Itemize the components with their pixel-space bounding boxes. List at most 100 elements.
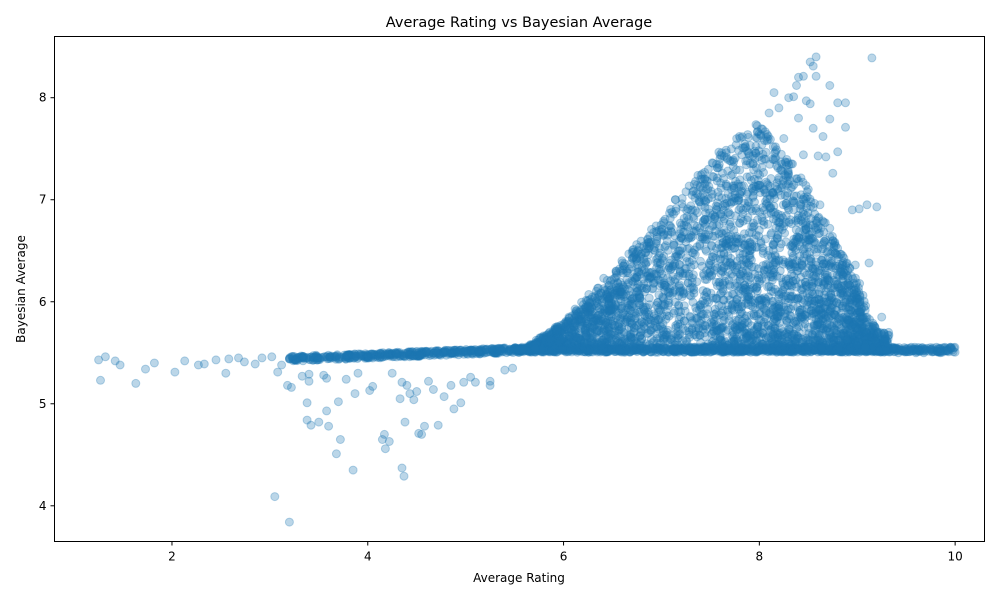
data-point (815, 346, 825, 356)
data-point (584, 343, 593, 353)
data-point (590, 325, 600, 334)
data-point (519, 347, 529, 357)
data-point (495, 346, 505, 356)
data-point (334, 353, 344, 363)
data-point (729, 183, 739, 193)
data-point (709, 309, 719, 319)
data-point (558, 345, 568, 355)
data-point (927, 347, 937, 357)
data-point (604, 345, 614, 355)
data-point (561, 344, 571, 354)
data-point (928, 347, 937, 357)
data-point (548, 342, 558, 352)
data-point (655, 321, 665, 331)
data-point (302, 353, 311, 363)
data-point (384, 350, 394, 360)
data-point (404, 350, 414, 360)
data-point (651, 343, 661, 353)
data-point (707, 189, 717, 199)
data-point (691, 313, 701, 323)
data-point (561, 346, 570, 356)
data-point (879, 347, 889, 357)
data-point (721, 345, 731, 355)
data-point (683, 345, 692, 355)
data-point (826, 345, 836, 355)
data-point (580, 347, 590, 357)
data-point (681, 335, 691, 345)
data-point (933, 347, 943, 357)
data-point (718, 295, 728, 305)
data-point (653, 347, 663, 357)
data-point (469, 345, 478, 355)
data-point (707, 347, 717, 357)
data-point (628, 299, 638, 309)
data-point (415, 350, 425, 360)
data-point (715, 344, 725, 354)
data-point (454, 350, 463, 360)
data-point (730, 345, 740, 355)
data-point (714, 229, 724, 239)
data-point (692, 242, 702, 252)
data-point (545, 343, 555, 353)
data-point (839, 345, 849, 355)
data-point (683, 278, 693, 288)
data-point (540, 343, 550, 353)
data-point (851, 347, 861, 356)
data-point (518, 344, 528, 354)
data-point (829, 310, 839, 319)
data-point (799, 249, 809, 259)
data-point (497, 346, 507, 356)
data-point (652, 338, 662, 348)
data-point (502, 348, 511, 358)
data-point (739, 346, 749, 356)
data-point (731, 267, 741, 277)
data-point (704, 271, 714, 281)
data-point (773, 344, 783, 353)
data-point (660, 242, 670, 252)
data-point (696, 344, 705, 354)
data-point (787, 291, 797, 301)
data-point (615, 345, 625, 354)
data-point (750, 345, 760, 355)
data-point (845, 344, 855, 354)
data-point (450, 345, 460, 355)
data-point (552, 325, 562, 335)
data-point (311, 352, 321, 362)
data-point (719, 263, 729, 273)
data-point (826, 344, 836, 354)
data-point (734, 347, 744, 356)
data-point (450, 346, 460, 356)
data-point (639, 265, 649, 275)
data-point (407, 351, 417, 361)
data-point (801, 343, 811, 353)
data-point (776, 183, 786, 193)
data-point (916, 345, 926, 355)
data-point (793, 235, 803, 245)
data-point (743, 130, 753, 140)
data-point (505, 344, 515, 354)
data-point (492, 346, 502, 356)
data-point (746, 344, 756, 354)
data-point (666, 342, 676, 352)
data-point (645, 241, 655, 251)
data-point (676, 249, 686, 259)
data-point (565, 324, 575, 333)
data-point (903, 343, 913, 353)
data-point (709, 342, 719, 351)
data-point (734, 314, 744, 324)
data-point (674, 301, 684, 311)
data-point (767, 344, 777, 354)
data-point (867, 344, 877, 354)
data-point (681, 343, 691, 353)
data-point (723, 347, 733, 357)
data-point (673, 327, 683, 336)
data-point (795, 226, 804, 236)
data-point (870, 345, 880, 355)
data-point (641, 346, 651, 356)
data-point (566, 345, 576, 355)
data-point (316, 353, 326, 362)
data-point (698, 234, 708, 243)
data-point (675, 287, 685, 297)
data-point (834, 347, 844, 357)
data-point (737, 344, 747, 353)
